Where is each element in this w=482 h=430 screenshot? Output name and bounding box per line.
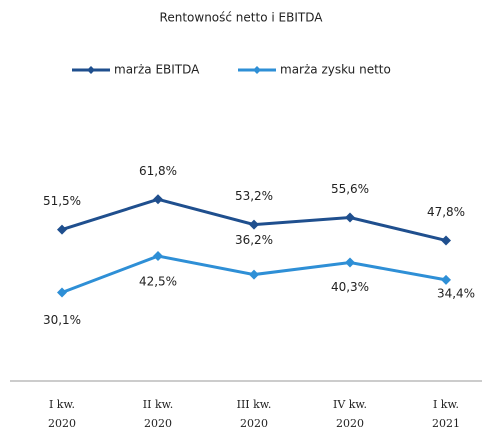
data-label: 42,5% [139, 275, 177, 289]
data-point [57, 287, 67, 298]
data-point [153, 194, 163, 205]
legend-label: marża EBITDA [114, 63, 200, 77]
data-label: 30,1% [43, 313, 81, 327]
legend-marker [87, 66, 95, 74]
data-point [441, 235, 451, 246]
data-label: 40,3% [331, 280, 369, 294]
data-point [441, 274, 451, 285]
data-point [249, 219, 259, 230]
x-tick-label: I kw. 2020 [48, 398, 76, 430]
data-point [345, 212, 355, 223]
data-label: 55,6% [331, 182, 369, 196]
chart-title: Rentowność netto i EBITDA [160, 11, 324, 25]
data-label: 34,4% [437, 286, 475, 300]
x-tick-label: II kw. 2020 [142, 398, 174, 430]
legend-marker [253, 66, 261, 74]
x-tick-label: III kw. 2020 [236, 398, 272, 430]
x-tick-label: I kw. 2021 [432, 398, 460, 430]
data-label: 36,2% [235, 233, 273, 247]
data-label: 61,8% [139, 164, 177, 178]
data-point [249, 269, 259, 280]
data-point [57, 224, 67, 235]
data-label: 51,5% [43, 194, 81, 208]
data-label: 53,2% [235, 189, 273, 203]
x-tick-label: IV kw. 2020 [332, 398, 368, 430]
legend-label: marża zysku netto [280, 63, 391, 77]
data-point [345, 257, 355, 268]
data-point [153, 251, 163, 262]
data-label: 47,8% [427, 205, 465, 219]
